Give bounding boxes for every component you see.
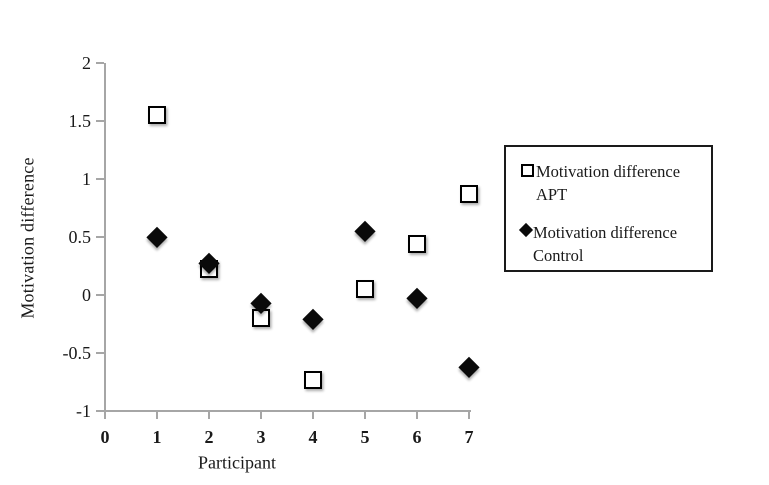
x-tick bbox=[468, 412, 470, 419]
data-point-open-square bbox=[356, 280, 374, 299]
x-axis-title: Participant bbox=[198, 452, 276, 473]
x-tick-label: 2 bbox=[204, 427, 214, 447]
y-tick-label: -0.5 bbox=[62, 343, 92, 363]
data-point-filled-diamond bbox=[406, 288, 428, 309]
y-tick bbox=[96, 352, 104, 354]
y-tick bbox=[96, 236, 104, 238]
y-tick bbox=[96, 62, 104, 64]
x-tick-label: 5 bbox=[360, 427, 370, 447]
y-tick bbox=[96, 294, 104, 296]
x-tick bbox=[156, 412, 158, 419]
data-point-open-square bbox=[408, 234, 426, 253]
y-tick-label: 0 bbox=[82, 285, 91, 305]
x-tick-label: 0 bbox=[100, 427, 110, 447]
data-point-open-square bbox=[460, 185, 478, 204]
y-tick-label: 1 bbox=[82, 169, 91, 189]
x-axis-line bbox=[104, 410, 471, 412]
data-point-filled-diamond bbox=[458, 356, 480, 378]
y-axis-title: Motivation difference bbox=[17, 157, 38, 319]
y-axis-line bbox=[104, 63, 106, 418]
data-point-open-square bbox=[304, 370, 322, 389]
filled-diamond-icon bbox=[518, 222, 534, 238]
plot-area: 2 1.5 1 0.5 0 -0.5 -1 0 1 2 3 4 5 6 7 bbox=[63, 53, 480, 447]
legend-entry-control: Motivation difference Control bbox=[518, 221, 711, 267]
legend-label-apt: Motivation difference APT bbox=[536, 162, 681, 204]
x-tick bbox=[312, 412, 314, 419]
x-tick bbox=[260, 412, 262, 419]
y-tick-label: -1 bbox=[76, 401, 91, 421]
y-tick bbox=[96, 178, 104, 180]
data-point-open-square bbox=[148, 106, 166, 125]
x-tick bbox=[416, 412, 418, 419]
legend-entry-apt: Motivation difference APT bbox=[521, 160, 711, 206]
x-tick-label: 7 bbox=[464, 427, 474, 447]
x-tick-label: 1 bbox=[152, 427, 162, 447]
x-tick-label: 4 bbox=[308, 427, 318, 447]
y-tick bbox=[96, 410, 104, 412]
legend-label-control: Motivation difference Control bbox=[533, 223, 678, 265]
data-point-filled-diamond bbox=[146, 226, 168, 248]
open-square-icon bbox=[521, 164, 534, 177]
x-tick-label: 3 bbox=[256, 427, 266, 447]
x-tick bbox=[208, 412, 210, 419]
y-tick-label: 1.5 bbox=[68, 111, 92, 131]
y-tick-label: 0.5 bbox=[68, 227, 92, 247]
x-tick bbox=[364, 412, 366, 419]
legend: Motivation difference APT Motivation dif… bbox=[504, 145, 713, 272]
y-tick-label: 2 bbox=[82, 53, 91, 73]
data-point-filled-diamond bbox=[302, 309, 324, 330]
y-tick bbox=[96, 120, 104, 122]
data-point-filled-diamond bbox=[354, 220, 376, 242]
x-tick-label: 6 bbox=[412, 427, 422, 447]
x-tick bbox=[104, 412, 106, 419]
